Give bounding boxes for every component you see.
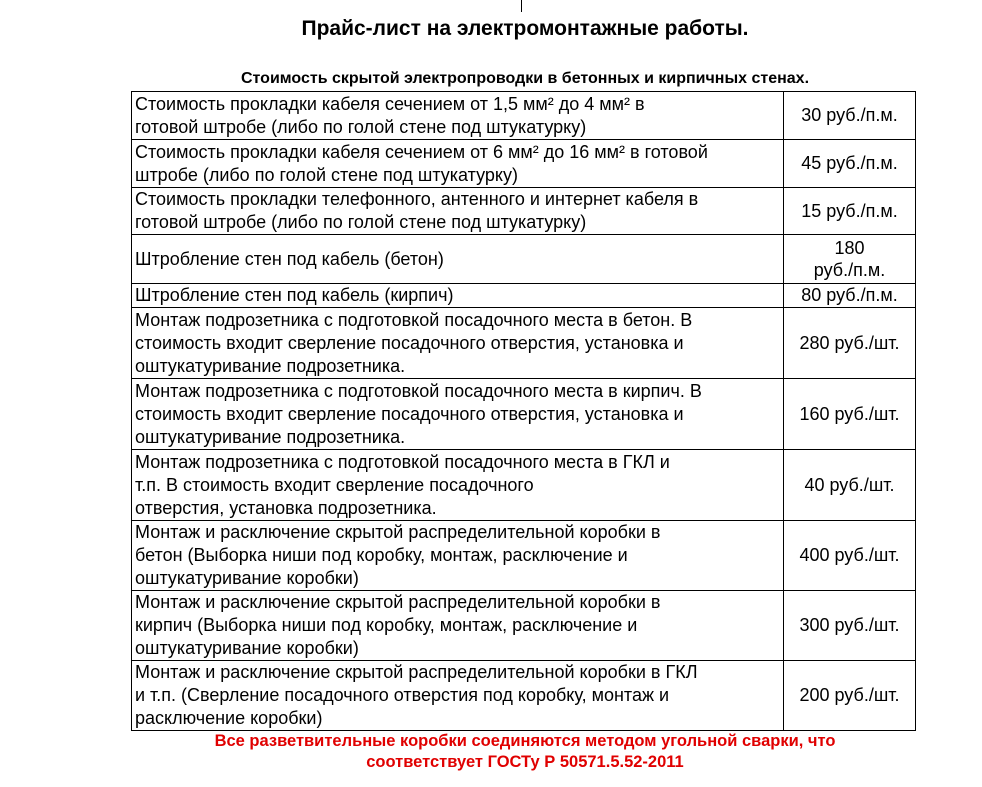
description-line: оштукатуривание подрозетника. [135,426,406,447]
service-price: 30 руб./п.м. [783,91,916,140]
table-row: Стоимость прокладки кабеля сечением от 1… [131,91,916,140]
service-price: 45 руб./п.м. [783,139,916,188]
note-text: Все разветвительные коробки соединяются … [130,731,920,773]
service-price: 15 руб./п.м. [783,187,916,235]
table-row: Монтаж и расключение скрытой распределит… [131,520,916,591]
description-line: Монтаж и расключение скрытой распределит… [135,662,698,682]
description-line: штробе (либо по голой стене под штукатур… [135,164,518,185]
description-line: оштукатуривание коробки) [135,638,359,658]
service-price: 180 руб./п.м. [783,234,916,284]
description-line: Стоимость прокладки телефонного, антенно… [135,189,699,209]
description-line: Монтаж и расключение скрытой распределит… [135,522,661,542]
note-line: Все разветвительные коробки соединяются … [214,732,836,750]
price-line: 80 руб./п.м. [801,285,898,305]
service-price: 160 руб./шт. [783,378,916,450]
price-line: 280 руб./шт. [799,332,900,353]
description-line: бетон (Выборка ниши под коробку, монтаж,… [135,545,628,565]
price-line: 30 руб./п.м. [801,105,898,125]
description-line: Монтаж подрозетника с подготовкой посадо… [135,309,693,330]
price-line: руб./п.м. [813,260,886,280]
description-line: готовой штробе (либо по голой стене под … [135,212,587,232]
price-line: 180 [834,238,865,258]
service-description: Стоимость прокладки телефонного, антенно… [131,187,784,235]
table-row: Штробление стен под кабель (бетон) 180 руб… [131,234,916,284]
table-row: Монтаж и расключение скрытой распределит… [131,590,916,661]
service-description: Монтаж и расключение скрытой распределит… [131,660,784,731]
price-line: 200 руб./шт. [799,685,900,705]
page-title: Прайс-лист на электромонтажные работы. [301,17,749,40]
service-price: 300 руб./шт. [783,590,916,661]
service-description: Монтаж и расключение скрытой распределит… [131,590,784,661]
section-subtitle: Стоимость скрытой электропроводки в бето… [240,70,810,87]
service-price: 80 руб./п.м. [783,283,916,308]
price-line: 15 руб./п.м. [801,200,898,221]
price-line: 40 руб./шт. [804,474,895,495]
table-row: Штробление стен под кабель (кирпич) 80 ру… [131,283,916,308]
description-line: и т.п. (Сверление посадочного отверстия … [135,685,670,705]
description-line: т.п. В стоимость входит сверление посадо… [135,474,534,495]
description-line: Монтаж подрозетника с подготовкой посадо… [135,451,670,472]
description-line: Штробление стен под кабель (бетон) [135,248,444,269]
service-price: 200 руб./шт. [783,660,916,731]
description-line: оштукатуривание подрозетника. [135,355,406,376]
service-price: 40 руб./шт. [783,449,916,521]
service-price: 280 руб./шт. [783,307,916,379]
service-description: Штробление стен под кабель (бетон) [131,234,784,284]
text-cursor [521,0,522,12]
price-table: Стоимость прокладки кабеля сечением от 1… [131,91,916,731]
description-line: Монтаж подрозетника с подготовкой посадо… [135,380,702,401]
table-row: Монтаж подрозетника с подготовкой посадо… [131,449,916,521]
description-line: готовой штробе (либо по голой стене под … [135,116,587,137]
description-line: отверстия, установка подрозетника. [135,497,437,518]
price-line: 45 руб./п.м. [801,153,898,173]
service-description: Стоимость прокладки кабеля сечением от 1… [131,91,784,140]
service-description: Стоимость прокладки кабеля сечением от 6… [131,139,784,188]
service-description: Монтаж и расключение скрытой распределит… [131,520,784,591]
description-line: Штробление стен под кабель (кирпич) [135,285,454,305]
description-line: расключение коробки) [135,708,323,728]
service-description: Монтаж подрозетника с подготовкой посадо… [131,307,784,379]
price-line: 160 руб./шт. [799,403,900,424]
service-price: 400 руб./шт. [783,520,916,591]
description-line: оштукатуривание коробки) [135,568,359,588]
note-line: соответствует ГОСТу Р 50571.5.52-2011 [366,753,684,771]
description-line: кирпич (Выборка ниши под коробку, монтаж… [135,615,638,635]
table-row: Монтаж подрозетника с подготовкой посадо… [131,378,916,450]
description-line: Стоимость прокладки кабеля сечением от 6… [135,141,708,162]
description-line: стоимость входит сверление посадочного о… [135,403,684,424]
service-description: Монтаж подрозетника с подготовкой посадо… [131,378,784,450]
service-description: Монтаж подрозетника с подготовкой посадо… [131,449,784,521]
price-line: 400 руб./шт. [799,545,900,565]
description-line: Монтаж и расключение скрытой распределит… [135,592,661,612]
table-row: Монтаж и расключение скрытой распределит… [131,660,916,731]
table-row: Стоимость прокладки кабеля сечением от 6… [131,139,916,188]
table-row: Стоимость прокладки телефонного, антенно… [131,187,916,235]
description-line: Стоимость прокладки кабеля сечением от 1… [135,93,645,114]
service-description: Штробление стен под кабель (кирпич) [131,283,784,308]
description-line: стоимость входит сверление посадочного о… [135,332,684,353]
table-row: Монтаж подрозетника с подготовкой посадо… [131,307,916,379]
price-line: 300 руб./шт. [799,615,900,635]
